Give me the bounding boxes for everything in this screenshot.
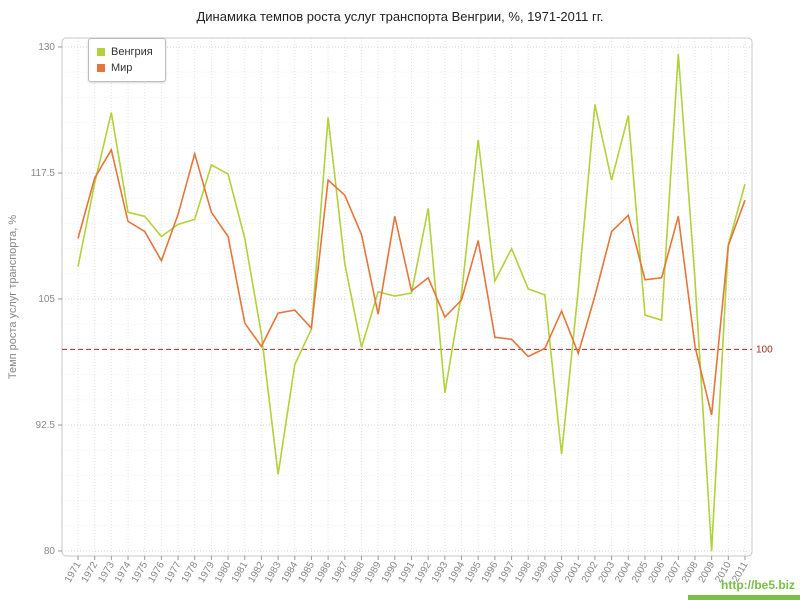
y-tick-label: 117.5 xyxy=(31,168,56,179)
legend: Венгрия Мир xyxy=(88,38,166,82)
series-world-line xyxy=(77,147,746,416)
world-series-swatch xyxy=(97,64,105,72)
plot-border xyxy=(61,37,753,557)
hungary-series-swatch xyxy=(97,48,105,56)
y-tick-label: 80 xyxy=(44,546,56,557)
y-tick-label: 92.5 xyxy=(36,420,56,431)
y-axis-label: Темп роста услуг транспорта, % xyxy=(7,215,19,379)
legend-item-hungary: Венгрия xyxy=(97,44,153,60)
y-tick-label: 105 xyxy=(38,294,55,305)
watermark-bar xyxy=(688,595,800,600)
chart-title: Динамика темпов роста услуг транспорта В… xyxy=(196,9,604,24)
legend-item-world: Мир xyxy=(97,60,153,76)
reference-line-label: 100 xyxy=(756,344,773,355)
legend-label-world: Мир xyxy=(111,62,133,74)
y-tick-label: 130 xyxy=(38,42,55,53)
legend-label-hungary: Венгрия xyxy=(111,46,153,58)
series-hungary-line xyxy=(77,54,746,552)
watermark-link[interactable]: http://be5.biz xyxy=(721,578,795,592)
